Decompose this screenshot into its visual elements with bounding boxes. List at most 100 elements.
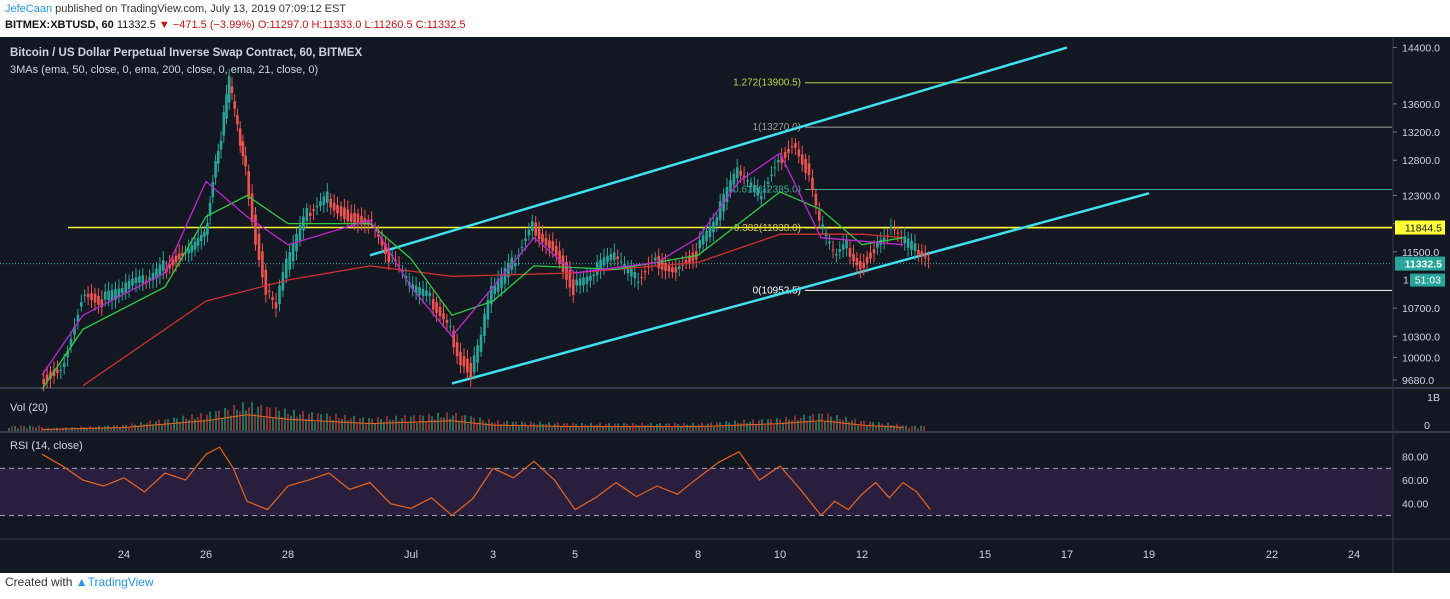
candle-body: [483, 313, 486, 336]
candle-body: [872, 249, 876, 254]
volume-bar: [593, 425, 595, 431]
candle-body: [227, 76, 231, 103]
volume-bar: [818, 413, 820, 431]
volume-bar: [17, 428, 19, 431]
volume-bar: [233, 404, 235, 431]
candle-body: [217, 150, 220, 164]
volume-bar: [713, 426, 715, 431]
fib-level-label: 0.382(11838.0): [734, 223, 801, 234]
volume-bar: [32, 426, 34, 431]
volume-bar: [413, 415, 415, 431]
volume-bar: [533, 423, 535, 431]
candle-body: [278, 285, 281, 305]
candle-body: [643, 270, 647, 273]
volume-bar: [467, 423, 469, 431]
candle-body: [103, 291, 107, 300]
time-tick-label: 10: [774, 549, 786, 561]
volume-bar: [917, 428, 919, 431]
candle-body: [49, 371, 52, 379]
volume-bar: [377, 417, 379, 431]
candle-body: [401, 270, 404, 272]
candle-body: [660, 259, 664, 270]
candle-body: [171, 259, 175, 266]
author-link[interactable]: JefeCaan: [5, 3, 53, 15]
channel-upper-line[interactable]: [369, 46, 1068, 257]
volume-bar: [419, 415, 421, 431]
candle-body: [367, 220, 370, 225]
rsi-tick-label: 60.00: [1402, 475, 1428, 487]
candle-body: [244, 155, 247, 167]
candle-body: [835, 254, 838, 256]
candle-body: [479, 334, 483, 352]
candle-body: [910, 240, 913, 251]
candle-body: [732, 173, 736, 185]
chart-area[interactable]: 1.272(13900.5) 1(13270.0) 0.618(12385.0) 0.…: [0, 37, 1450, 573]
volume-bar: [794, 415, 796, 431]
price-tick-label: 10000.0: [1402, 352, 1440, 364]
volume-bar: [542, 424, 544, 431]
volume-bar: [158, 419, 160, 431]
volume-bar: [830, 416, 832, 431]
volume-bar: [401, 418, 403, 431]
volume-bar: [545, 424, 547, 431]
volume-bar: [638, 425, 640, 431]
tradingview-logo-icon[interactable]: ▲: [75, 575, 88, 589]
candle-body: [80, 302, 83, 307]
volume-bar: [161, 424, 163, 431]
volume-bar: [77, 428, 79, 431]
candle-body: [387, 248, 391, 263]
volume-bar: [776, 418, 778, 431]
volume-bar: [431, 416, 433, 431]
candle-body: [452, 330, 455, 348]
volume-bar: [800, 417, 802, 431]
volume-bar: [410, 416, 412, 431]
volume-bar: [26, 427, 28, 431]
horizontal-price-label: 11844.5: [1405, 223, 1442, 235]
volume-bar: [740, 423, 742, 431]
candle-body: [190, 245, 194, 253]
candle-body: [862, 262, 865, 269]
volume-pane[interactable]: [0, 389, 1392, 431]
volume-bar: [719, 422, 721, 431]
volume-bar: [566, 423, 568, 431]
volume-bar: [23, 426, 25, 431]
volume-bar: [86, 427, 88, 431]
candle-body: [435, 302, 438, 313]
candle-body: [790, 146, 794, 148]
candle-body: [520, 246, 524, 249]
fib-level-label: 0(10952.5): [753, 285, 801, 296]
candle-body: [804, 158, 807, 173]
volume-bar: [653, 425, 655, 431]
candle-body: [664, 262, 667, 271]
tradingview-link[interactable]: TradingView: [87, 575, 154, 589]
candle-body: [455, 342, 459, 357]
volume-bar: [452, 415, 454, 431]
candle-body: [225, 94, 228, 119]
candle-body: [626, 266, 630, 274]
candle-body: [865, 256, 869, 264]
volume-bar: [167, 418, 169, 431]
volume-bar: [83, 427, 85, 431]
volume-bar: [191, 414, 193, 431]
candle-body: [572, 279, 575, 296]
candle-body: [380, 238, 384, 246]
volume-bar: [50, 429, 52, 431]
rsi-line: [41, 446, 931, 517]
channel-lower-line[interactable]: [451, 192, 1150, 385]
candle-body: [110, 289, 114, 301]
candle-body: [783, 152, 787, 159]
volume-bar: [287, 413, 289, 431]
volume-bar: [371, 418, 373, 431]
candle-body: [90, 293, 93, 300]
candle-body: [705, 230, 708, 241]
candle-body: [134, 277, 138, 284]
footer-prefix: Created with: [5, 575, 76, 589]
candle-body: [250, 193, 254, 222]
candle-body: [148, 277, 151, 281]
volume-bar: [485, 422, 487, 431]
candle-body: [326, 191, 329, 203]
candle-body: [76, 314, 80, 322]
fib-level-label: 0.618(12385.0): [733, 184, 801, 195]
volume-bar: [212, 420, 214, 431]
candle-body: [640, 276, 643, 278]
